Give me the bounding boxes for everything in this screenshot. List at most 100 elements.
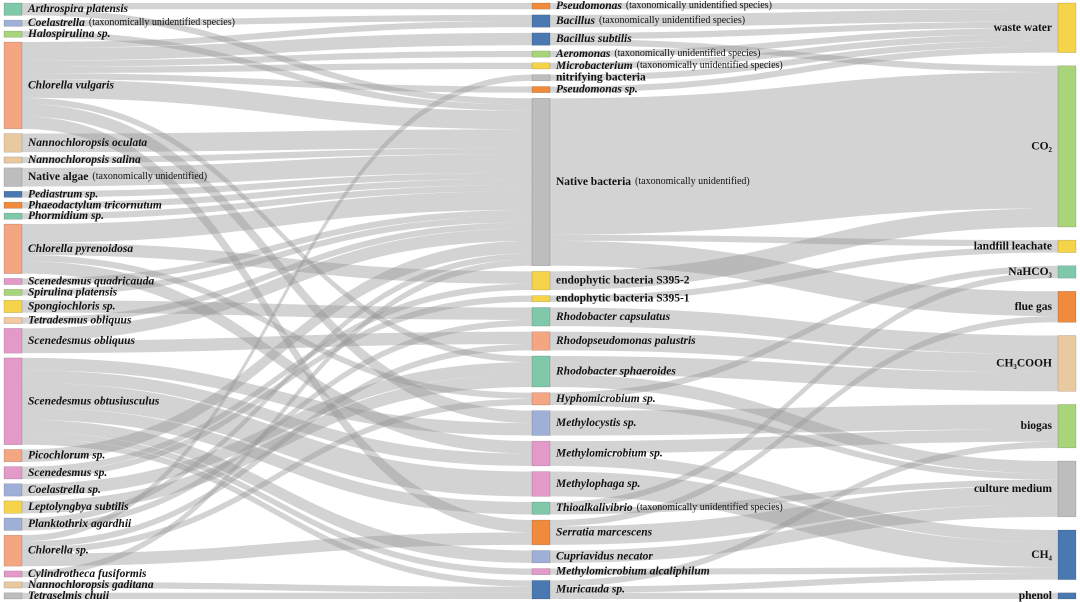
flow-link xyxy=(22,14,532,27)
node xyxy=(1057,592,1077,600)
flow-link xyxy=(550,39,1058,72)
flow-link xyxy=(22,432,532,575)
node-label: Bacillus subtilis xyxy=(555,33,632,45)
node xyxy=(531,580,551,600)
flow-link xyxy=(22,398,532,554)
flow-link xyxy=(22,261,532,454)
node-note: (taxonomically unidentified species) xyxy=(626,0,772,11)
flow-link xyxy=(22,216,532,296)
node xyxy=(531,86,551,93)
node xyxy=(531,501,551,515)
node-label: Methylomicrobium sp. xyxy=(555,447,663,459)
node-label: CO₂ xyxy=(1031,140,1052,152)
node-label: NaHCO₃ xyxy=(1008,266,1052,278)
node-label: Scenedesmus sp. xyxy=(28,466,107,478)
node-name: Picochlorum sp. xyxy=(28,449,105,461)
node-name: endophytic bacteria S395-1 xyxy=(556,292,690,304)
node xyxy=(3,41,23,130)
flow-link xyxy=(22,357,532,436)
node-label: Spongiochloris sp. xyxy=(28,300,116,312)
flow-link xyxy=(22,104,532,424)
flow-link xyxy=(22,374,532,514)
node xyxy=(3,466,23,480)
node-name: Coelastrella xyxy=(28,17,85,29)
flow-link xyxy=(550,592,1058,599)
node-label: nitrifying bacteria xyxy=(556,71,646,83)
node-name: Thioalkalivibrio xyxy=(556,502,633,514)
node-name: Spongiochloris sp. xyxy=(28,300,116,312)
node-name: Scenedesmus sp. xyxy=(28,466,107,478)
node-name: endophytic bacteria S395-2 xyxy=(556,274,690,286)
node xyxy=(3,19,23,27)
node-label: Nannochloropsis oculata xyxy=(27,137,147,149)
flow-link xyxy=(550,429,1058,454)
node xyxy=(3,167,23,187)
flow-link xyxy=(22,581,532,593)
flow-link xyxy=(22,438,532,587)
node-note: (taxonomically unidentified species) xyxy=(599,15,745,26)
node-label: CH₃COOH xyxy=(996,357,1052,369)
flow-link xyxy=(22,300,532,320)
flow-link xyxy=(550,27,1058,58)
node xyxy=(3,570,23,578)
flow-link xyxy=(22,319,532,531)
flow-link xyxy=(22,32,532,61)
flow-link xyxy=(550,71,1058,235)
node-label: Picochlorum sp. xyxy=(28,449,105,461)
node-name: Native bacteria xyxy=(556,176,631,188)
flow-link xyxy=(550,316,1058,527)
node-label: Scenedesmus obtusiusculus xyxy=(28,395,160,407)
flow-link xyxy=(22,3,532,10)
node xyxy=(3,592,23,600)
flow-link xyxy=(22,331,532,354)
node xyxy=(1057,265,1077,279)
node xyxy=(531,392,551,406)
node-label: Nannochloropsis salina xyxy=(27,154,141,166)
node xyxy=(3,483,23,497)
node-name: Nannochloropsis oculata xyxy=(27,137,147,149)
node xyxy=(1057,239,1077,253)
node-name: Methylomicrobium alcaliphilum xyxy=(555,565,710,577)
flow-link xyxy=(22,228,532,341)
node xyxy=(531,550,551,564)
node-name: Cupriavidus necator xyxy=(556,550,653,562)
node-name: Arthrospira platensis xyxy=(27,3,129,15)
node-name: CH₄ xyxy=(1031,548,1052,560)
node-name: Pediastrum sp. xyxy=(28,188,98,200)
node-name: Spirulina platensis xyxy=(28,286,118,298)
node-name: Tetraselmis chuii xyxy=(28,590,110,602)
node xyxy=(531,331,551,351)
node-label: Muricauda sp. xyxy=(555,583,625,595)
node xyxy=(3,500,23,514)
node-label: Native algae (taxonomically unidentified) xyxy=(28,171,207,183)
node-label: Methylocystis sp. xyxy=(555,417,637,429)
node-name: Chlorella sp. xyxy=(28,544,89,556)
node-name: Methylocystis sp. xyxy=(555,417,637,429)
node-note: (taxonomically unidentified species) xyxy=(637,60,783,71)
flow-link xyxy=(22,592,532,599)
node-note: (taxonomically unidentified) xyxy=(92,171,207,182)
node xyxy=(3,534,23,567)
flow-link xyxy=(22,242,532,284)
node-name: Methylomicrobium sp. xyxy=(555,447,663,459)
node xyxy=(3,30,23,38)
node-label: Thioalkalivibrio (taxonomically unidentif… xyxy=(556,502,783,514)
node-label: Tetraselmis chuii xyxy=(28,590,110,602)
node xyxy=(3,357,23,445)
node-name: Planktothrix agardhii xyxy=(28,518,132,530)
node-label: landfill leachate xyxy=(974,240,1052,252)
node xyxy=(3,328,23,354)
flow-link xyxy=(22,74,532,542)
flow-link xyxy=(22,222,532,324)
flow-link xyxy=(22,255,532,399)
node xyxy=(3,2,23,16)
node xyxy=(1057,529,1077,580)
flow-link xyxy=(550,40,1058,81)
node xyxy=(531,2,551,10)
node xyxy=(3,317,23,324)
node-name: Serratia marcescens xyxy=(556,526,653,538)
node-note: (taxonomically unidentified species) xyxy=(614,48,760,59)
flow-link xyxy=(550,485,1058,545)
flow-link xyxy=(22,9,532,105)
node-name: Hyphomicrobium sp. xyxy=(555,392,656,404)
